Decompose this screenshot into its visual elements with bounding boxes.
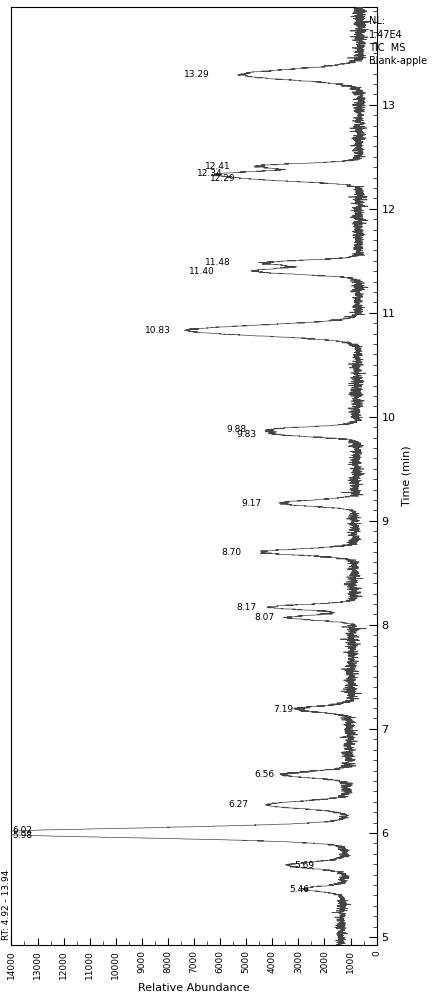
Text: 6.02: 6.02 [12,826,32,835]
Text: 8.07: 8.07 [254,613,274,622]
Text: 8.17: 8.17 [236,603,256,612]
Text: 11.40: 11.40 [189,267,214,276]
Text: 9.83: 9.83 [236,430,256,439]
Text: 7.19: 7.19 [273,705,293,714]
Text: 8.70: 8.70 [220,548,240,557]
Text: 6.56: 6.56 [254,770,274,779]
Text: 5.69: 5.69 [293,861,313,870]
Text: 13.29: 13.29 [184,70,209,79]
Text: NL:
1.47E4
TIC  MS
Blank-apple: NL: 1.47E4 TIC MS Blank-apple [368,16,427,66]
Text: 12.34: 12.34 [197,169,222,178]
Text: 5.46: 5.46 [288,885,308,894]
Text: 5.98: 5.98 [12,831,32,840]
Text: 9.88: 9.88 [226,425,246,434]
Text: 12.29: 12.29 [210,174,235,183]
X-axis label: Relative Abundance: Relative Abundance [138,983,249,993]
Y-axis label: Time (min): Time (min) [400,446,410,506]
Text: 11.48: 11.48 [204,258,230,267]
Text: 6.27: 6.27 [228,800,248,809]
Text: 9.17: 9.17 [241,499,261,508]
Text: RT: 4.92 - 13.94: RT: 4.92 - 13.94 [2,870,11,940]
Text: 10.83: 10.83 [145,326,170,335]
Text: 12.41: 12.41 [204,162,230,171]
